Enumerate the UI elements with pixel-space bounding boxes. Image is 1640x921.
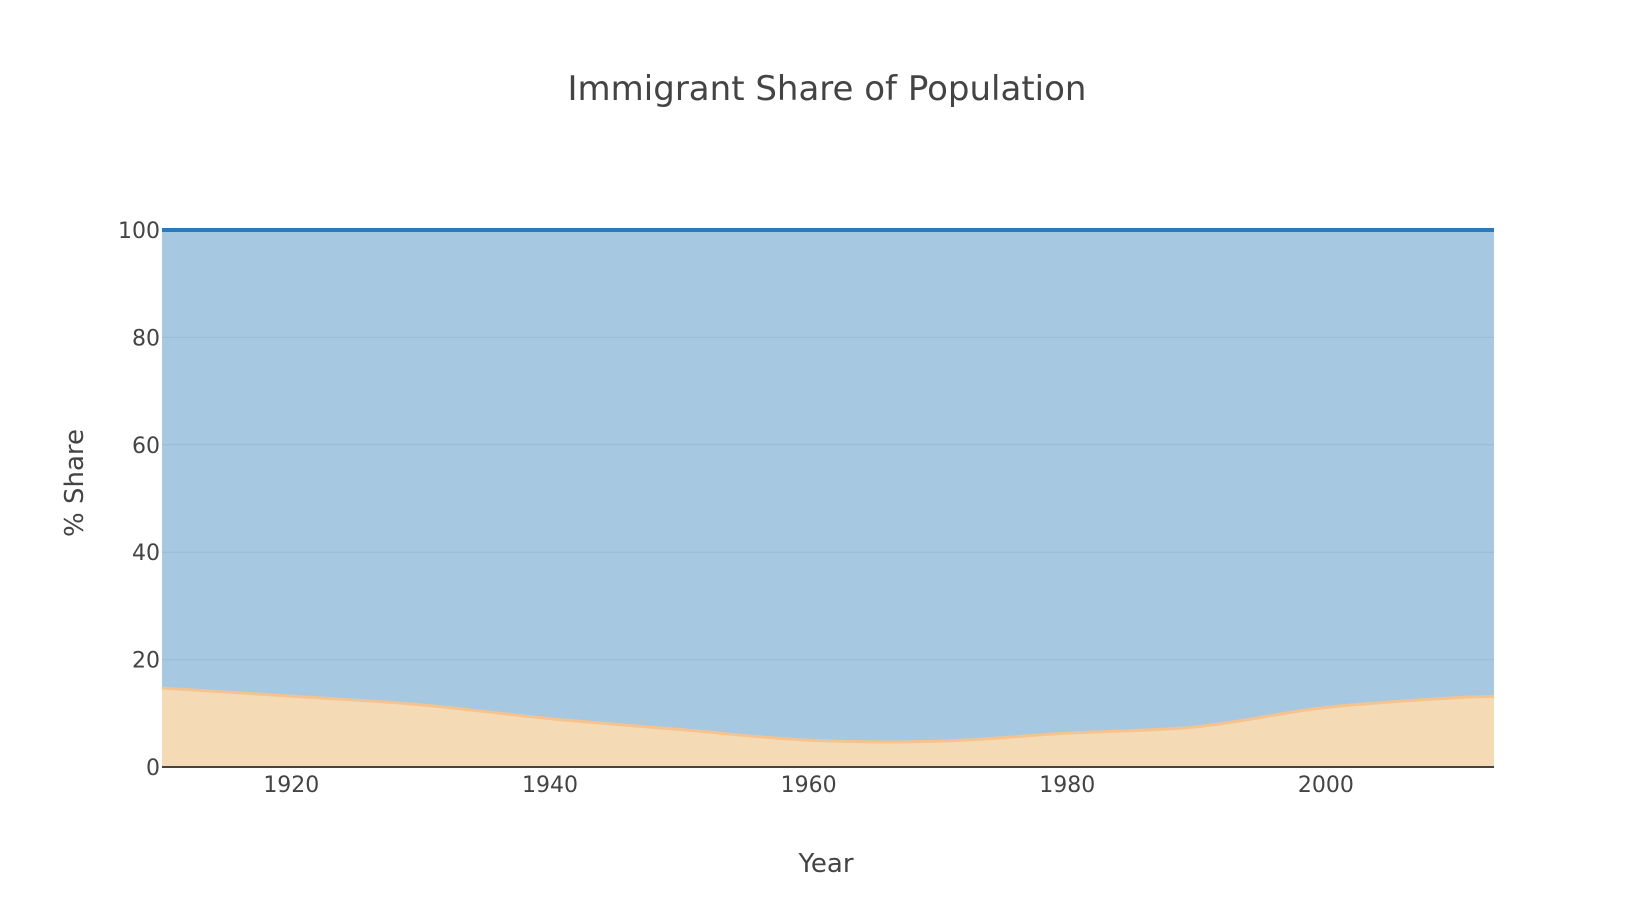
x-tick-label-1960: 1960 <box>781 773 837 798</box>
chart-title: Immigrant Share of Population <box>568 69 1087 109</box>
y-tick-label-60: 60 <box>132 434 160 459</box>
y-tick-labels: 0 20 40 60 80 100 <box>118 219 160 781</box>
y-tick-label-100: 100 <box>118 219 160 244</box>
y-tick-label-40: 40 <box>132 541 160 566</box>
plot-area <box>162 230 1494 767</box>
x-tick-labels: 1920 1940 1960 1980 2000 <box>263 773 1354 798</box>
series-1-area <box>162 688 1494 767</box>
y-tick-label-20: 20 <box>132 649 160 674</box>
gridlines <box>162 336 1494 661</box>
x-tick-label-1940: 1940 <box>522 773 578 798</box>
y-tick-label-0: 0 <box>146 756 160 781</box>
series-2-area <box>162 230 1494 742</box>
x-tick-label-1980: 1980 <box>1039 773 1095 798</box>
y-tick-label-80: 80 <box>132 326 160 351</box>
x-tick-label-1920: 1920 <box>263 773 319 798</box>
x-tick-label-2000: 2000 <box>1298 773 1354 798</box>
y-axis-title: % Share <box>60 429 90 537</box>
series-1-line <box>161 686 1495 744</box>
series-lines <box>161 227 1495 744</box>
x-axis-title: Year <box>797 849 853 879</box>
